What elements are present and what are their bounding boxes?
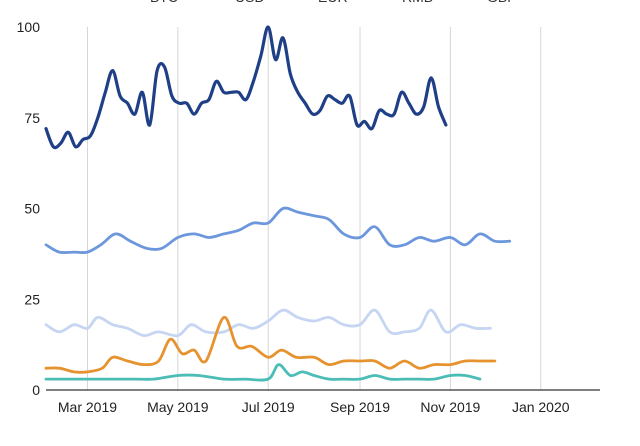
legend-label: USD — [235, 0, 265, 5]
legend-label: GBP — [487, 0, 517, 5]
series-line-gbp — [44, 308, 492, 338]
series-line-btc — [44, 316, 497, 374]
x-tick-label: Nov 2019 — [420, 399, 480, 415]
x-tick-label: Mar 2019 — [58, 399, 117, 415]
series-line-eur — [44, 206, 511, 255]
legend-label: EUR — [318, 0, 348, 5]
series-line-usd — [44, 25, 448, 150]
legend-label: BTC — [150, 0, 178, 5]
series-layer — [44, 25, 511, 382]
x-tick-label: Sep 2019 — [330, 399, 390, 415]
legend: BTC USD EUR RMB GBP — [150, 0, 517, 5]
y-tick-label: 50 — [24, 201, 40, 217]
y-tick-label: 0 — [32, 382, 40, 398]
y-axis: 0 25 50 75 100 — [17, 19, 41, 398]
y-tick-label: 100 — [17, 19, 41, 35]
series-line-rmb — [44, 363, 482, 382]
x-tick-label: Jul 2019 — [242, 399, 295, 415]
x-tick-label: May 2019 — [147, 399, 209, 415]
y-tick-label: 25 — [24, 291, 40, 307]
x-axis: Mar 2019 May 2019 Jul 2019 Sep 2019 Nov 2019… — [46, 389, 600, 415]
y-tick-label: 75 — [24, 110, 40, 126]
legend-label: RMB — [402, 0, 433, 5]
x-tick-label: Jan 2020 — [512, 399, 570, 415]
